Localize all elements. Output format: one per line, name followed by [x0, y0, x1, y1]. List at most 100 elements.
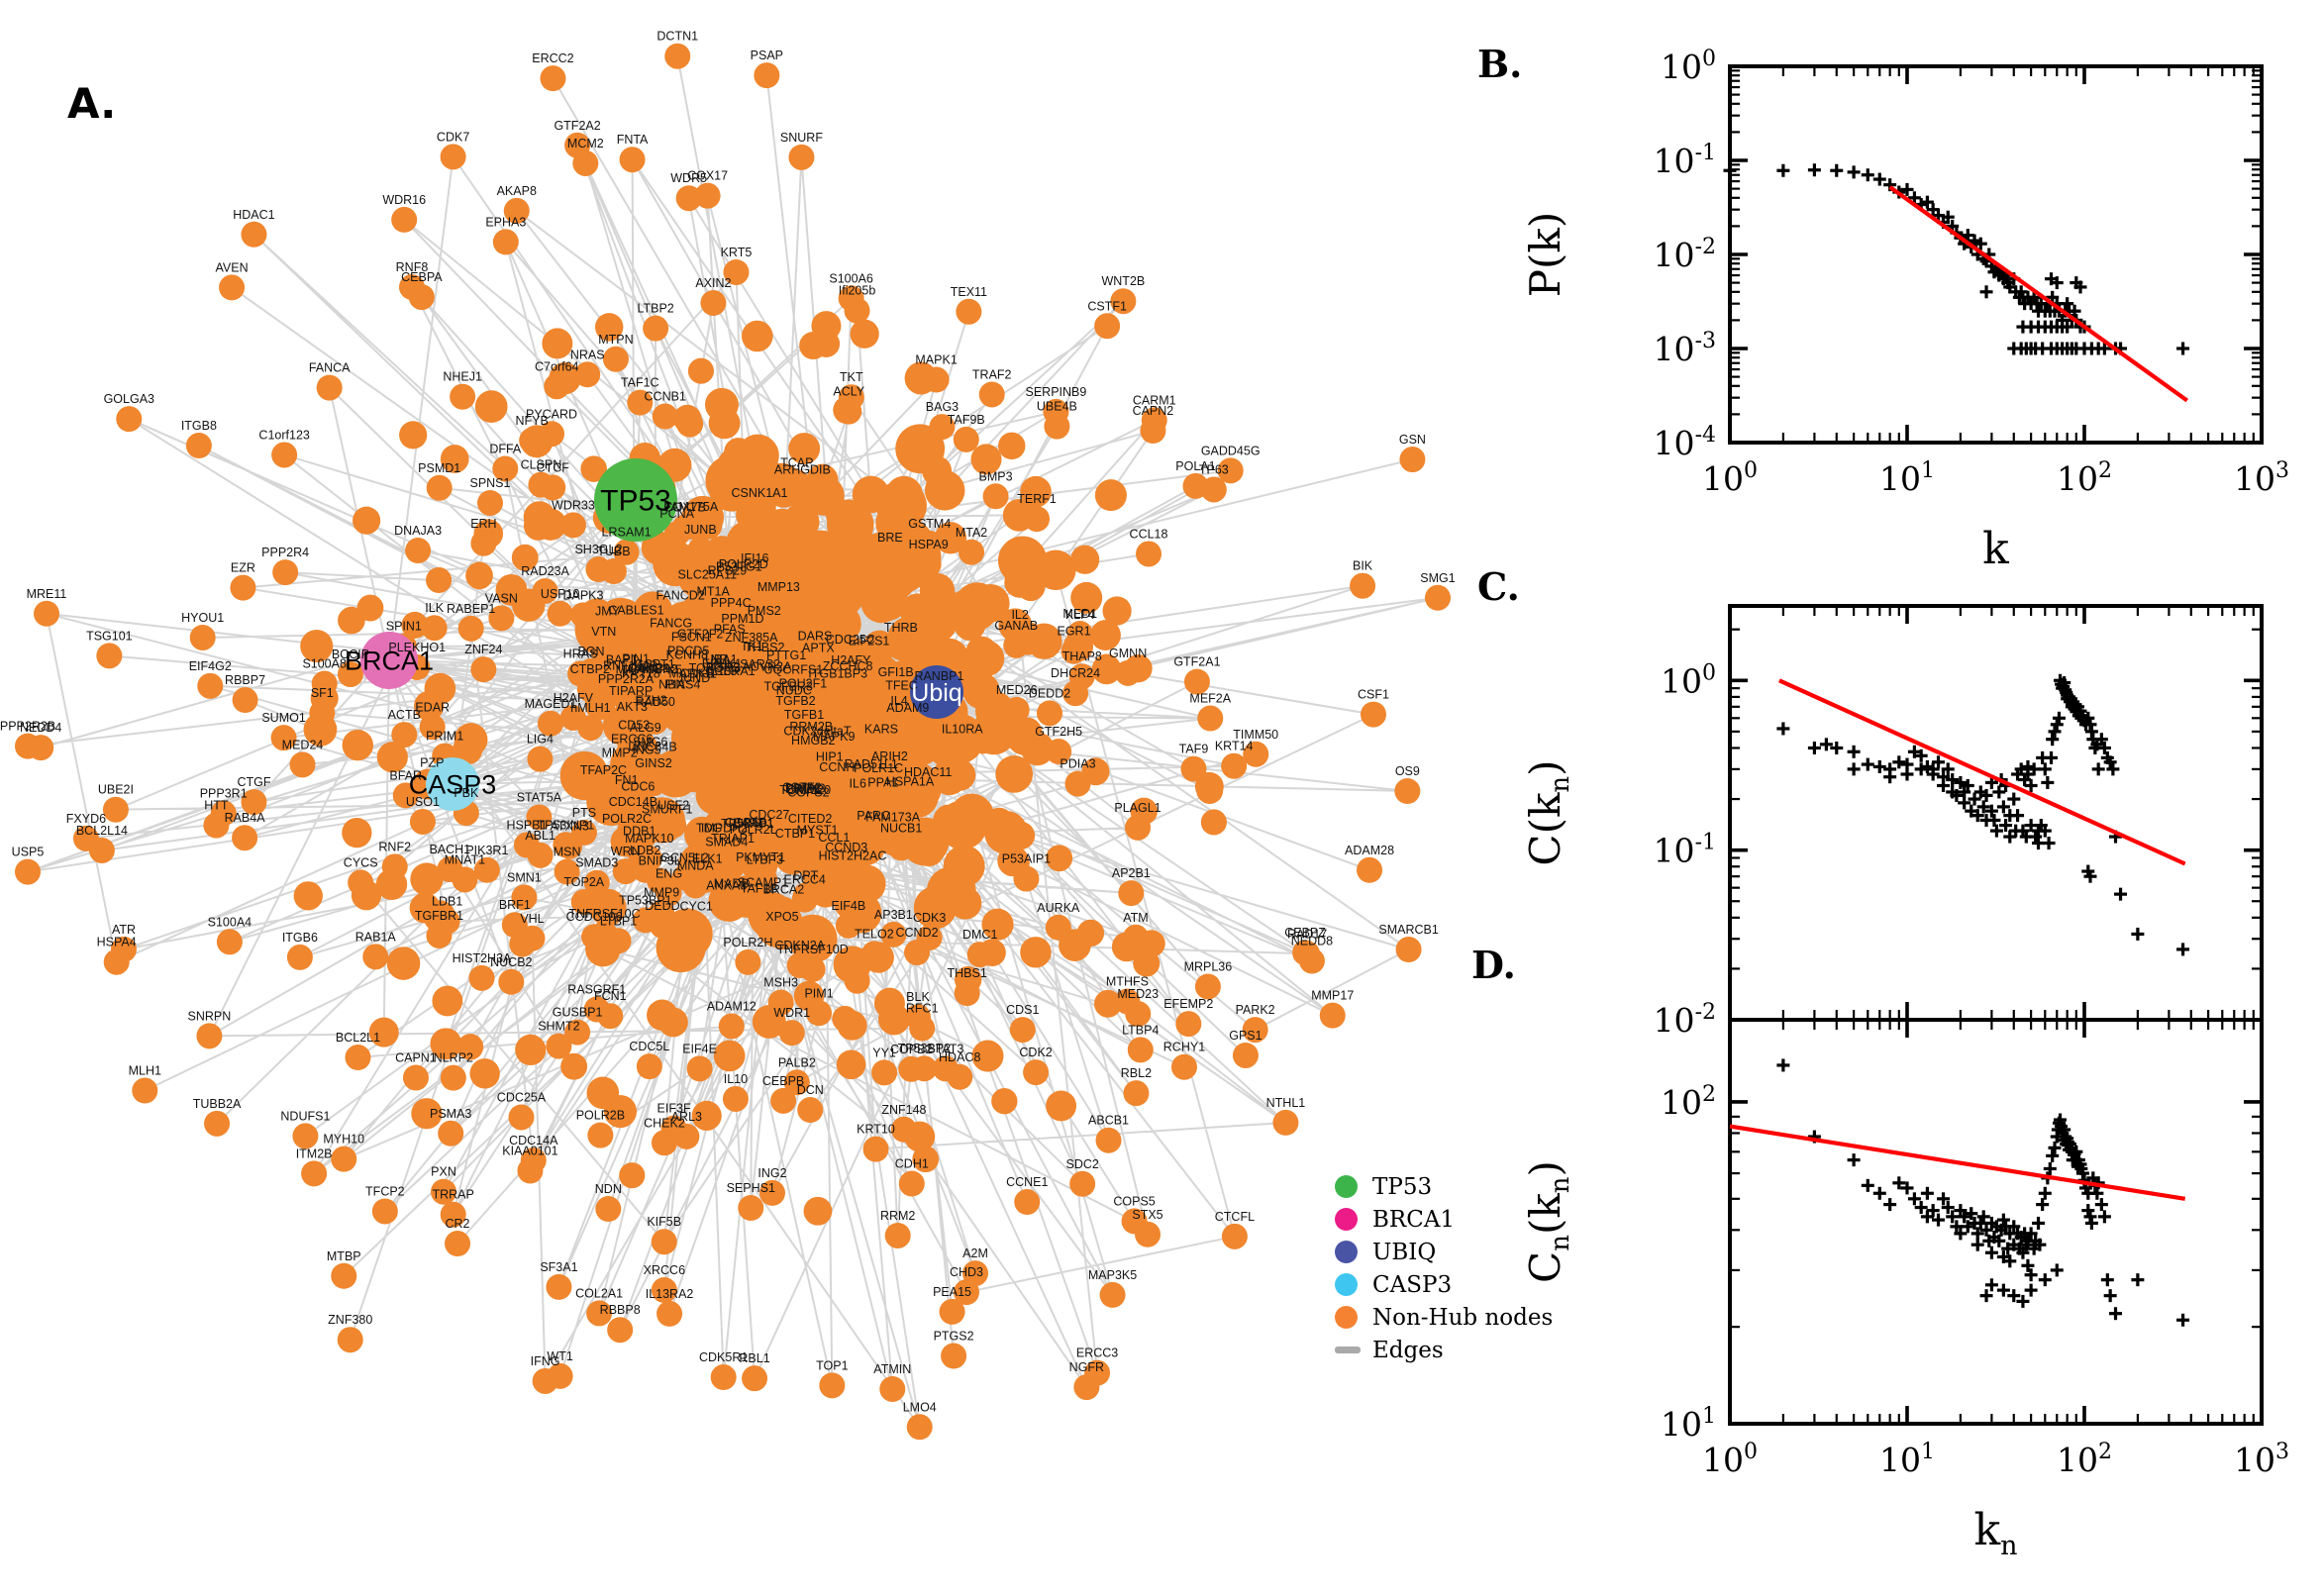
- network-node[interactable]: [836, 1049, 866, 1080]
- network-node[interactable]: [1035, 549, 1076, 591]
- network-node[interactable]: [1425, 584, 1451, 611]
- network-node[interactable]: [589, 888, 627, 927]
- network-node[interactable]: [675, 185, 702, 212]
- network-node[interactable]: [537, 710, 563, 737]
- network-node[interactable]: [508, 1104, 535, 1131]
- network-node[interactable]: [532, 577, 558, 604]
- network-node[interactable]: [540, 65, 566, 92]
- network-node[interactable]: [345, 1045, 371, 1071]
- network-node[interactable]: [995, 755, 1034, 793]
- network-node[interactable]: [756, 540, 795, 579]
- network-node[interactable]: [628, 680, 655, 707]
- network-node[interactable]: [1064, 770, 1091, 797]
- network-node[interactable]: [438, 1120, 464, 1147]
- network-node[interactable]: [405, 538, 432, 564]
- network-node[interactable]: [414, 690, 445, 722]
- network-node[interactable]: [1009, 1017, 1036, 1044]
- network-node[interactable]: [1123, 924, 1150, 950]
- network-node[interactable]: [559, 512, 586, 539]
- network-node[interactable]: [959, 539, 985, 565]
- network-node[interactable]: [871, 1059, 898, 1086]
- network-node[interactable]: [887, 635, 914, 661]
- network-node[interactable]: [754, 673, 780, 700]
- network-node[interactable]: [1006, 718, 1044, 755]
- network-node[interactable]: [719, 890, 746, 917]
- network-node[interactable]: [751, 617, 777, 644]
- network-node[interactable]: [457, 615, 484, 642]
- network-node[interactable]: [657, 630, 684, 656]
- network-node[interactable]: [703, 536, 741, 572]
- network-node[interactable]: [954, 980, 980, 1007]
- network-node[interactable]: [473, 856, 500, 883]
- network-node[interactable]: [1125, 814, 1152, 841]
- network-node[interactable]: [539, 421, 565, 448]
- network-node[interactable]: [895, 424, 946, 474]
- network-node[interactable]: [348, 869, 374, 896]
- network-node[interactable]: [700, 289, 727, 316]
- network-node[interactable]: [1036, 700, 1062, 727]
- network-node[interactable]: [770, 1087, 797, 1114]
- network-node[interactable]: [694, 865, 721, 892]
- network-node[interactable]: [949, 736, 975, 762]
- network-node[interactable]: [583, 869, 610, 896]
- network-node[interactable]: [602, 346, 629, 372]
- network-node[interactable]: [230, 574, 256, 601]
- network-node[interactable]: [911, 636, 944, 667]
- network-node[interactable]: [1217, 457, 1244, 484]
- network-node[interactable]: [647, 867, 673, 894]
- network-node[interactable]: [581, 924, 608, 950]
- network-node[interactable]: [712, 773, 761, 823]
- network-node[interactable]: [683, 913, 710, 940]
- network-node[interactable]: [399, 421, 428, 449]
- network-node[interactable]: [440, 1064, 466, 1091]
- network-node[interactable]: [586, 1300, 613, 1327]
- network-node[interactable]: [216, 929, 243, 955]
- network-node[interactable]: [580, 455, 608, 482]
- network-node[interactable]: [906, 1414, 933, 1441]
- network-node[interactable]: [852, 475, 890, 514]
- network-node[interactable]: [613, 787, 640, 814]
- network-node[interactable]: [971, 1040, 1004, 1072]
- network-node[interactable]: [667, 602, 694, 629]
- network-node[interactable]: [916, 924, 943, 950]
- network-node[interactable]: [492, 229, 519, 255]
- network-node[interactable]: [754, 62, 780, 89]
- network-node[interactable]: [470, 530, 497, 556]
- network-node[interactable]: [838, 384, 864, 411]
- network-node[interactable]: [1180, 755, 1207, 782]
- network-node[interactable]: [1026, 623, 1062, 659]
- network-node[interactable]: [898, 1170, 925, 1197]
- network-node[interactable]: [1046, 1090, 1077, 1122]
- network-node[interactable]: [781, 841, 808, 867]
- network-node[interactable]: [837, 647, 863, 673]
- network-node[interactable]: [788, 144, 815, 170]
- network-node[interactable]: [597, 1003, 624, 1030]
- network-node[interactable]: [758, 1179, 785, 1206]
- network-node[interactable]: [1069, 1170, 1096, 1197]
- network-node[interactable]: [15, 858, 41, 885]
- network-node[interactable]: [511, 544, 539, 571]
- network-node[interactable]: [862, 1136, 889, 1162]
- network-node[interactable]: [934, 522, 967, 554]
- network-node[interactable]: [664, 43, 691, 69]
- network-node[interactable]: [402, 1064, 429, 1091]
- network-node[interactable]: [953, 426, 979, 452]
- network-node[interactable]: [1272, 1109, 1299, 1136]
- network-node[interactable]: [331, 1262, 357, 1289]
- network-node[interactable]: [1070, 545, 1100, 574]
- network-node[interactable]: [641, 770, 667, 797]
- network-node[interactable]: [1140, 417, 1166, 444]
- network-node[interactable]: [1090, 620, 1121, 650]
- network-node[interactable]: [469, 1058, 500, 1089]
- network-node[interactable]: [789, 476, 816, 503]
- network-node[interactable]: [440, 1201, 466, 1228]
- network-node[interactable]: [1319, 1002, 1346, 1029]
- hub-node-ubiq[interactable]: [910, 665, 963, 719]
- network-node[interactable]: [677, 513, 704, 540]
- network-node[interactable]: [362, 944, 389, 970]
- network-node[interactable]: [546, 1273, 572, 1300]
- network-node[interactable]: [519, 925, 546, 951]
- network-node[interactable]: [196, 1023, 223, 1049]
- network-node[interactable]: [511, 884, 538, 911]
- network-node[interactable]: [560, 1052, 588, 1080]
